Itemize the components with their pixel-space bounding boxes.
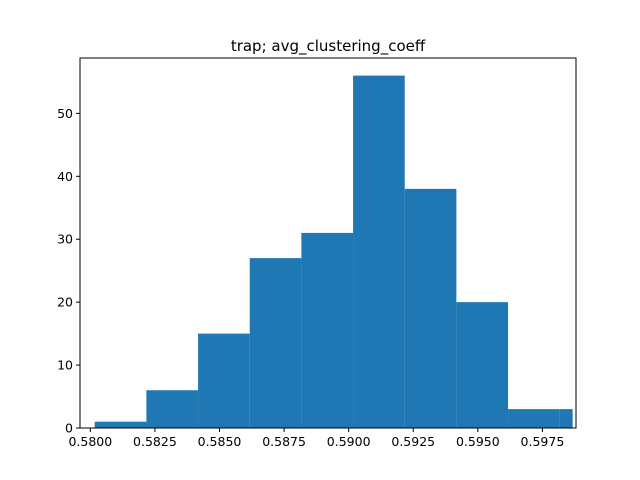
x-tick-label-0: 0.5800 <box>68 434 112 449</box>
bars-group <box>94 75 573 429</box>
y-tick-label-5: 50 <box>57 106 73 121</box>
x-tick-label-6: 0.5950 <box>456 434 500 449</box>
x-tick-label-5: 0.5925 <box>391 434 435 449</box>
plot-frame <box>79 57 577 429</box>
x-axis-ticks: 0.5800 0.5825 0.5850 0.5875 0.5900 0.5925 0.59… <box>68 428 564 449</box>
histogram-bar-2 <box>198 333 250 428</box>
histogram-bar-3 <box>249 258 302 428</box>
x-tick-label-7: 0.5975 <box>521 434 565 449</box>
histogram-bar-9 <box>559 409 573 428</box>
x-tick-label-1: 0.5825 <box>133 434 177 449</box>
chart-title: trap; avg_clustering_coeff <box>231 37 426 56</box>
y-tick-label-0: 0 <box>65 421 73 436</box>
y-tick-label-1: 10 <box>57 358 73 373</box>
x-tick-label-3: 0.5875 <box>262 434 306 449</box>
histogram-bar-8 <box>508 409 560 428</box>
histogram-bar-7 <box>456 302 509 428</box>
y-tick-label-2: 20 <box>57 295 73 310</box>
histogram-bar-5 <box>353 75 405 429</box>
x-tick-label-2: 0.5850 <box>198 434 242 449</box>
histogram-bar-1 <box>146 390 199 428</box>
histogram-bar-0 <box>94 421 147 428</box>
y-axis-ticks: 0 10 20 30 40 50 <box>57 106 80 436</box>
histogram-bar-6 <box>404 188 457 428</box>
y-tick-label-4: 40 <box>57 169 73 184</box>
y-tick-label-3: 30 <box>57 232 73 247</box>
histogram-bar-4 <box>301 232 354 428</box>
x-tick-label-4: 0.5900 <box>327 434 371 449</box>
